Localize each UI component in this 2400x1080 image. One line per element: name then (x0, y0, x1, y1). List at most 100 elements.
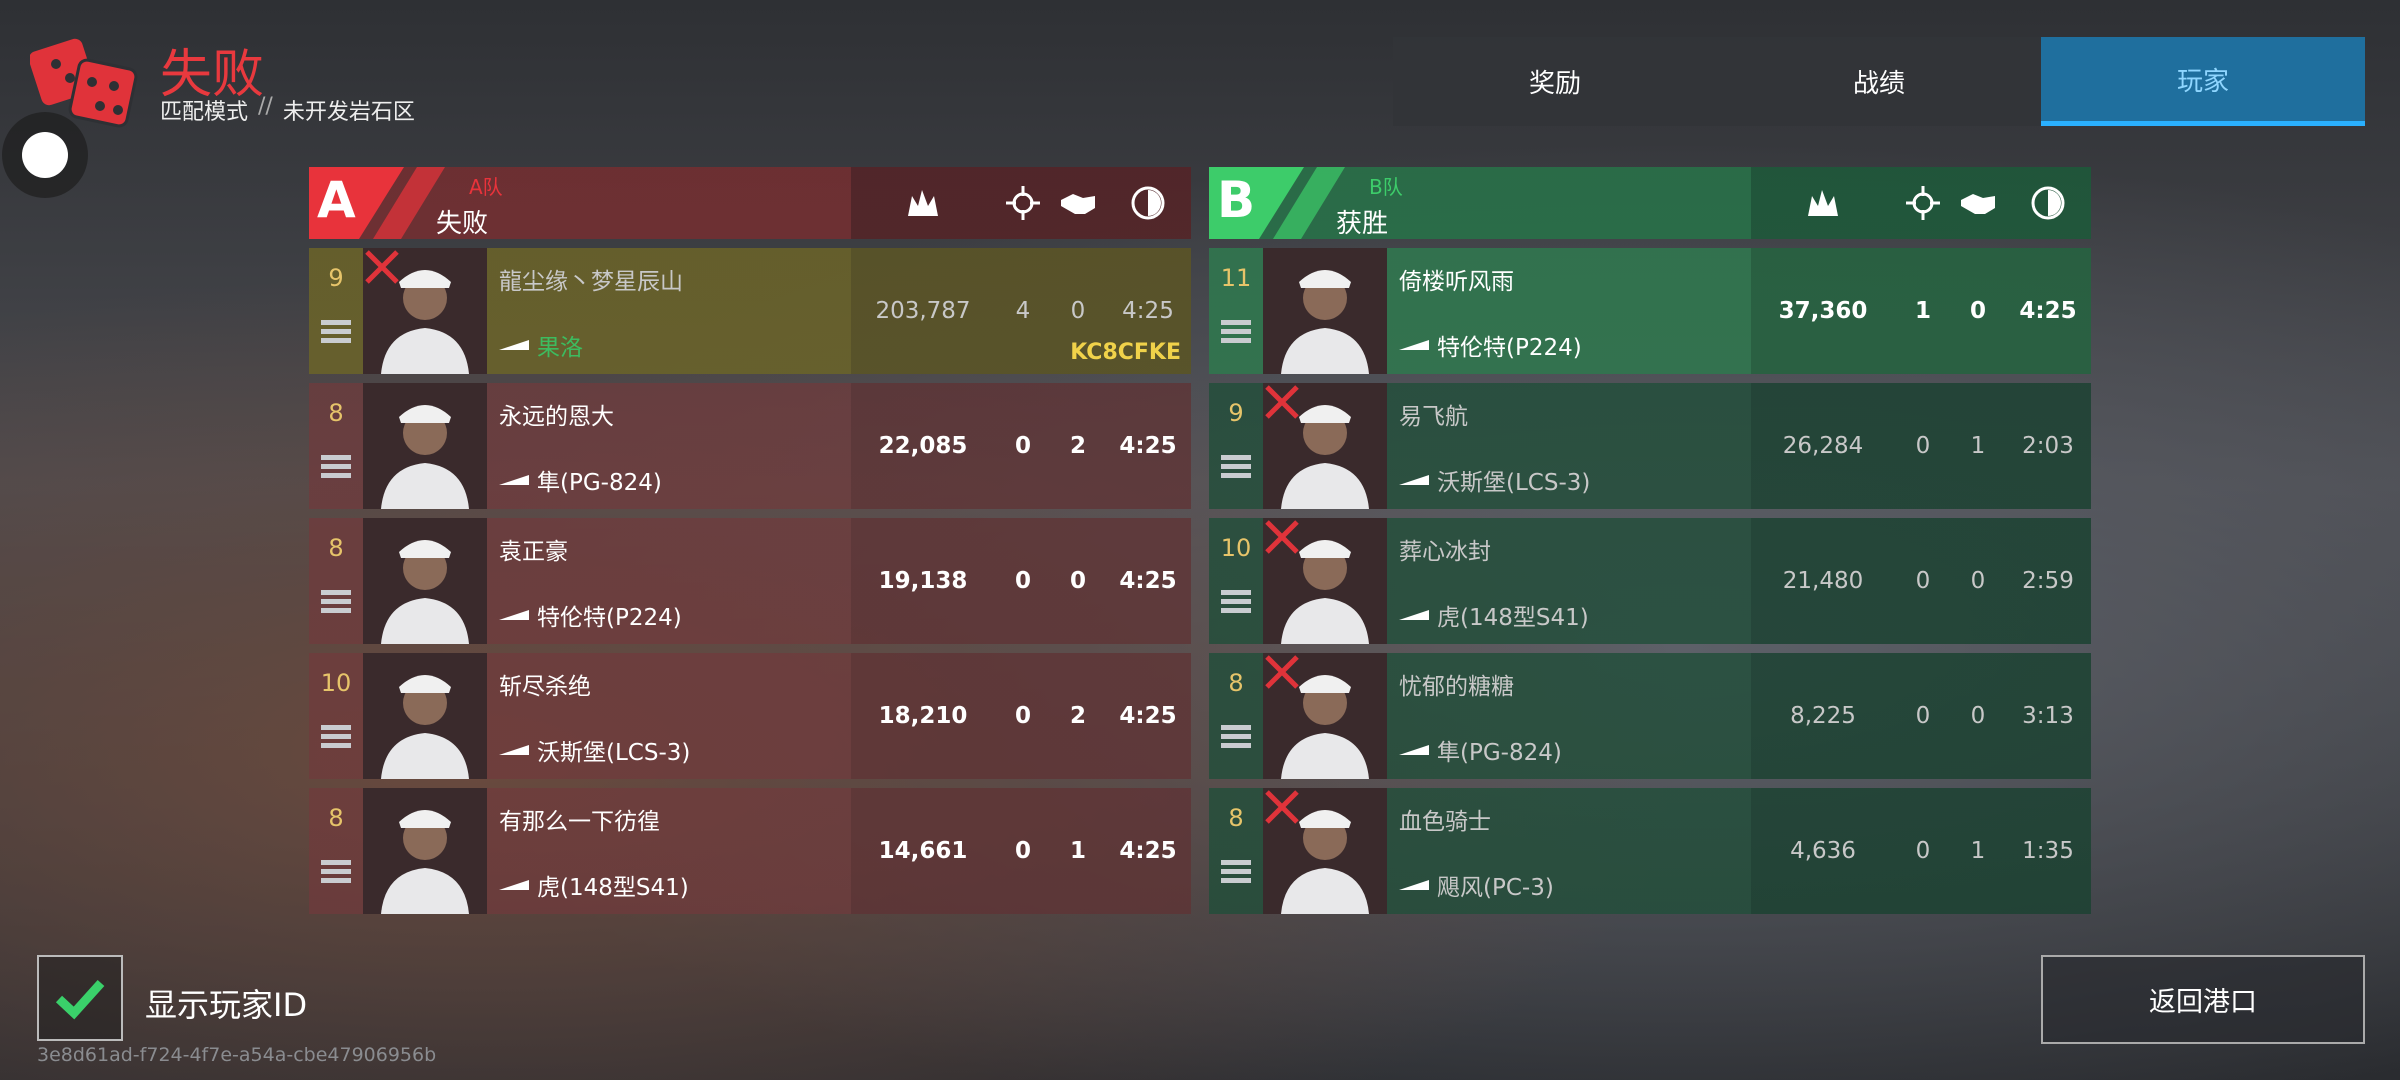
header-icon (2031, 186, 2065, 220)
stat-score: 203,787 (875, 298, 971, 324)
rank-stripe (321, 743, 351, 748)
player-name: 龍尘缘丶梦星辰山 (499, 269, 683, 295)
ship-shape (1399, 610, 1429, 620)
rank-stripe (321, 338, 351, 343)
kill-icon (1012, 192, 1034, 214)
checkbox[interactable] (37, 955, 123, 1041)
rank-stripe (321, 869, 351, 874)
stat-time: 4:25 (1119, 703, 1177, 729)
stat-assists: 2 (1069, 703, 1086, 729)
ship-shape (1399, 475, 1429, 485)
tab[interactable]: 玩家 (2041, 37, 2365, 126)
rank-stripe (1221, 599, 1251, 604)
stat-kills: 0 (1014, 568, 1031, 594)
show-id-label: 显示玩家ID (145, 986, 308, 1024)
dice-icon (30, 38, 138, 128)
time-icon (1131, 186, 1165, 220)
rank-icon (321, 590, 351, 613)
player-row: 8 血色骑士 飓风(PC-3) 4,636 0 1 1:35 (1209, 788, 2091, 914)
team-result: 获胜 (1336, 209, 1389, 239)
player-level: 8 (1228, 804, 1244, 832)
avatar-cap (1299, 675, 1351, 693)
ship-name: 隼(PG-824) (537, 470, 662, 496)
avatar-body (1281, 868, 1369, 914)
stat-kills: 4 (1015, 298, 1031, 324)
avatar (363, 383, 487, 509)
rank-stripe (1221, 860, 1251, 865)
eliminated-cross (1265, 520, 1299, 554)
rank-stripe (321, 329, 351, 334)
kill-icon-cross (1006, 186, 1040, 220)
ship-icon (499, 880, 529, 890)
stat-kills: 0 (1014, 703, 1031, 729)
player-row: 8 袁正豪 特伦特(P224) 19,138 0 0 4:25 (309, 518, 1191, 644)
stat-score: 19,138 (878, 568, 968, 594)
avatar-body (1281, 598, 1369, 644)
tab[interactable]: 奖励 (1393, 37, 1717, 126)
player-row: 8 永远的恩大 隼(PG-824) 22,085 0 2 4:25 (309, 383, 1191, 509)
team-header: A A队 失败 (309, 167, 1191, 239)
rank-stripe (321, 590, 351, 595)
header-icon (1808, 190, 1838, 216)
ship-icon (1399, 610, 1429, 620)
assist-icon (1961, 194, 1995, 214)
badge-shape (1209, 167, 1304, 239)
player-name: 斩尽杀绝 (499, 674, 591, 700)
stat-time: 4:25 (1119, 568, 1177, 594)
stat-time: 4:25 (1122, 298, 1174, 324)
return-button[interactable]: 返回港口 (2041, 955, 2365, 1044)
header-icon (1131, 186, 1165, 220)
avatar (363, 788, 487, 914)
avatar (363, 653, 487, 779)
rank-stripe (1221, 608, 1251, 613)
avatar-body (381, 733, 469, 779)
ship-icon (499, 610, 529, 620)
team-letter: A (317, 171, 356, 229)
rank-icon (321, 860, 351, 883)
float-button[interactable] (2, 112, 88, 198)
stat-assists: 0 (1069, 568, 1086, 594)
player-name: 袁正豪 (499, 539, 568, 565)
player-level: 9 (1228, 399, 1244, 427)
stat-time: 2:59 (2022, 568, 2074, 594)
team-header: B B队 获胜 (1209, 167, 2091, 239)
avatar-cap (399, 675, 451, 693)
map: 未开发岩石区 (282, 100, 415, 125)
stat-score: 21,480 (1782, 568, 1864, 594)
header-icon (1906, 186, 1940, 220)
ship-shape (499, 610, 529, 620)
player-level: 8 (1228, 669, 1244, 697)
stat-kills: 0 (1915, 703, 1931, 729)
ship-icon (499, 475, 529, 485)
ship-icon (1399, 880, 1429, 890)
ship-shape (499, 745, 529, 755)
tab[interactable]: 战绩 (1717, 37, 2041, 126)
ship-icon (1399, 475, 1429, 485)
time-icon-fill (2048, 190, 2061, 216)
eliminated-cross (1265, 655, 1299, 689)
stat-kills: 0 (1014, 433, 1031, 459)
team-panel: A A队 失败 9 龍尘缘丶梦星辰山 果洛 203,787 4 0 4:25 KC8CFKE 8 永远的… (309, 167, 1191, 914)
stat-score: 4,636 (1790, 838, 1856, 864)
ship-icon (499, 340, 529, 350)
player-level: 8 (328, 399, 344, 427)
stat-time: 4:25 (2019, 298, 2077, 324)
header-icon (1061, 194, 1095, 214)
stat-time: 1:35 (2022, 838, 2074, 864)
stat-assists: 0 (1969, 298, 1986, 324)
rank-stripe (321, 599, 351, 604)
header-icon (908, 190, 938, 216)
eliminated-mark (1265, 790, 1299, 824)
avatar-cap (399, 405, 451, 423)
eliminated-mark (365, 250, 399, 284)
kill-icon (1912, 192, 1934, 214)
player-row: 11 倚楼听风雨 特伦特(P224) 37,360 1 0 4:25 (1209, 248, 2091, 374)
rank-stripe (1221, 464, 1251, 469)
ship-name: 虎(148型S41) (1437, 605, 1589, 631)
rank-stripe (321, 608, 351, 613)
mode: 匹配模式 (160, 100, 249, 125)
stat-assists: 0 (1970, 703, 1986, 729)
ship-shape (499, 880, 529, 890)
team-badge (1209, 167, 1345, 239)
rank-stripe (1221, 878, 1251, 883)
